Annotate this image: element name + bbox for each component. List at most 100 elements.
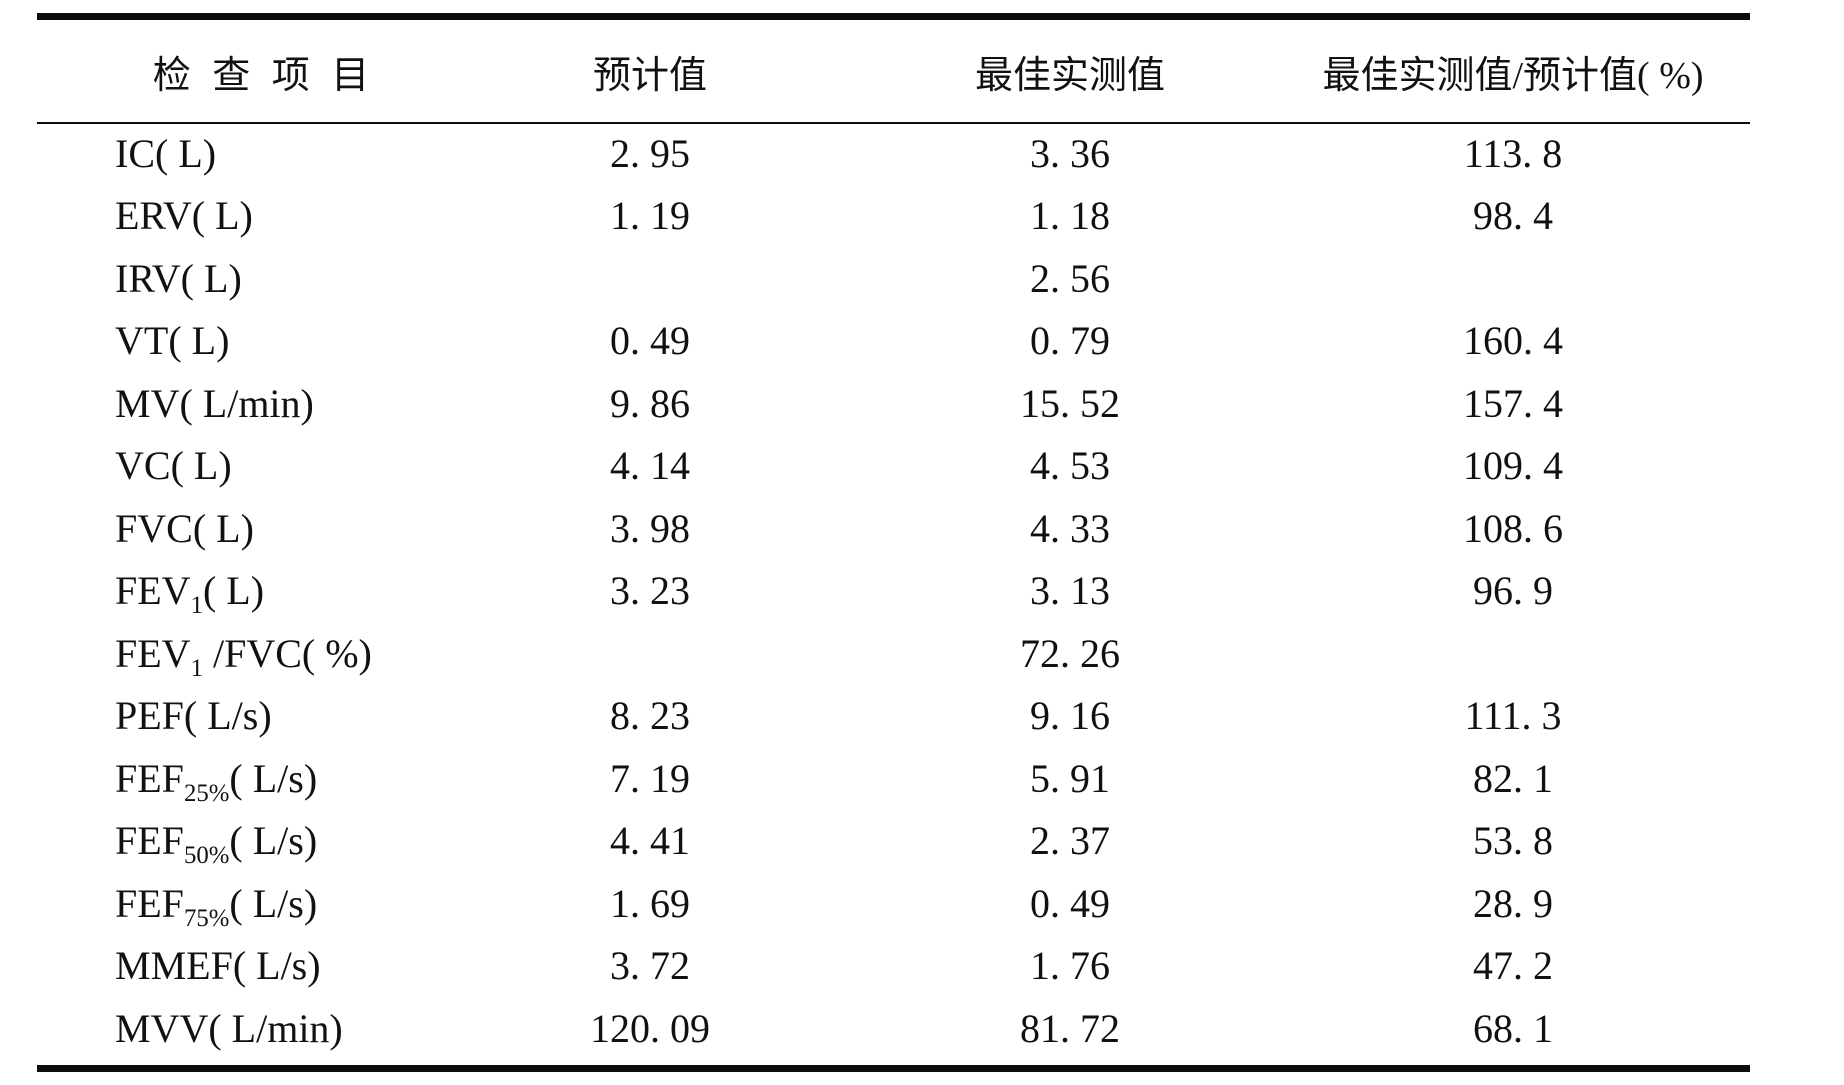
table-cell-predicted: 2. 95 — [610, 130, 690, 176]
table-cell-predicted: 3. 23 — [610, 568, 690, 614]
item-text: /FVC( %) — [202, 630, 372, 676]
table-cell-predicted: 3. 72 — [610, 943, 690, 989]
table-row: MMEF( L/s) 3. 72 1. 76 47. 2 — [37, 935, 1750, 998]
table-cell-measured: 4. 33 — [1030, 505, 1110, 551]
table-cell-measured: 2. 56 — [1030, 255, 1110, 301]
table-cell-measured: 4. 53 — [1030, 443, 1110, 489]
table-cell-ratio: 53. 8 — [1473, 818, 1553, 864]
table-row: MV( L/min) 9. 86 15. 52 157. 4 — [37, 372, 1750, 435]
pulmonary-function-table: 检 查 项 目 预计值 最佳实测值 最佳实测值/预计值( %) IC( L) 2.… — [37, 20, 1750, 1060]
item-text: IC( L) — [115, 130, 217, 176]
column-header-ratio: 最佳实测值/预计值( %) — [1322, 54, 1704, 97]
table-row: PEF( L/s) 8. 23 9. 16 111. 3 — [37, 685, 1750, 748]
table-cell-predicted: 1. 69 — [610, 880, 690, 926]
table-cell-measured: 1. 76 — [1030, 943, 1110, 989]
table-cell-measured: 0. 79 — [1030, 318, 1110, 364]
item-text: PEF( L/s) — [115, 693, 272, 739]
item-subscript: 1 — [190, 654, 203, 682]
table-cell-item: FEV1( L) — [37, 567, 457, 618]
table-cell-item: MV( L/min) — [37, 380, 457, 427]
table-cell-predicted: 9. 86 — [610, 380, 690, 426]
table-cell-item: MMEF( L/s) — [37, 942, 457, 989]
table-row: MVV( L/min) 120. 09 81. 72 68. 1 — [37, 997, 1750, 1060]
item-text: IRV( L) — [115, 255, 242, 301]
item-text: ( L/s) — [229, 755, 318, 801]
table-cell-item: VT( L) — [37, 317, 457, 364]
table-cell-measured: 3. 36 — [1030, 130, 1110, 176]
item-subscript: 50% — [183, 842, 230, 870]
item-text: FEF — [115, 880, 184, 926]
item-subscript: 1 — [190, 592, 203, 620]
item-text: ERV( L) — [115, 193, 253, 239]
table-cell-predicted: 4. 14 — [610, 443, 690, 489]
item-subscript: 25% — [183, 779, 230, 807]
table-cell-measured: 3. 13 — [1030, 568, 1110, 614]
table-cell-predicted: 4. 41 — [610, 818, 690, 864]
table-cell-ratio: 98. 4 — [1473, 193, 1553, 239]
table-cell-measured: 9. 16 — [1030, 693, 1110, 739]
table-cell-measured: 1. 18 — [1030, 193, 1110, 239]
table-cell-item: FEV1 /FVC( %) — [37, 630, 457, 681]
table-row: FEF25%( L/s) 7. 19 5. 91 82. 1 — [37, 747, 1750, 810]
table-cell-item: PEF( L/s) — [37, 692, 457, 739]
item-text: FEV — [115, 630, 191, 676]
table-row: FEF75%( L/s) 1. 69 0. 49 28. 9 — [37, 872, 1750, 935]
table-cell-predicted: 7. 19 — [610, 755, 690, 801]
table-row: FEV1 /FVC( %) 72. 26 — [37, 622, 1750, 685]
table-row: VT( L) 0. 49 0. 79 160. 4 — [37, 310, 1750, 373]
table-cell-measured: 5. 91 — [1030, 755, 1110, 801]
item-text: ( L/s) — [229, 880, 318, 926]
table-row: ERV( L) 1. 19 1. 18 98. 4 — [37, 185, 1750, 248]
item-text: VT( L) — [115, 318, 230, 364]
table-cell-item: FEF25%( L/s) — [37, 755, 457, 806]
table-cell-ratio: 109. 4 — [1463, 443, 1563, 489]
table-cell-item: VC( L) — [37, 442, 457, 489]
table-row: IRV( L) 2. 56 — [37, 247, 1750, 310]
table-row: VC( L) 4. 14 4. 53 109. 4 — [37, 435, 1750, 498]
column-header-measured: 最佳实测值 — [974, 54, 1165, 97]
table-cell-measured: 72. 26 — [1020, 630, 1120, 676]
table-cell-ratio: 113. 8 — [1463, 130, 1563, 176]
table-cell-predicted: 1. 19 — [610, 193, 690, 239]
table-cell-ratio: 111. 3 — [1464, 693, 1562, 739]
table-row: FVC( L) 3. 98 4. 33 108. 6 — [37, 497, 1750, 560]
table-cell-item: IRV( L) — [37, 255, 457, 302]
table-cell-ratio: 82. 1 — [1473, 755, 1553, 801]
table-cell-ratio: 160. 4 — [1463, 318, 1563, 364]
table-cell-item: MVV( L/min) — [37, 1005, 457, 1052]
item-text: FEF — [115, 818, 184, 864]
table-cell-item: ERV( L) — [37, 192, 457, 239]
column-header-item: 检 查 项 目 — [152, 54, 376, 97]
table-cell-measured: 15. 52 — [1020, 380, 1120, 426]
table-cell-ratio: 108. 6 — [1463, 505, 1563, 551]
table-cell-predicted: 8. 23 — [610, 693, 690, 739]
table-cell-measured: 2. 37 — [1030, 818, 1110, 864]
table-cell-predicted: 0. 49 — [610, 318, 690, 364]
table-top-rule — [37, 13, 1750, 20]
table-header-rule — [37, 122, 1750, 124]
item-text: MMEF( L/s) — [115, 943, 321, 989]
table-cell-ratio: 157. 4 — [1463, 380, 1563, 426]
table-cell-ratio: 68. 1 — [1473, 1005, 1553, 1051]
table-cell-predicted: 3. 98 — [610, 505, 690, 551]
table-row: IC( L) 2. 95 3. 36 113. 8 — [37, 122, 1750, 185]
table-header-row: 检 查 项 目 预计值 最佳实测值 最佳实测值/预计值( %) — [37, 20, 1750, 122]
item-text: MVV( L/min) — [115, 1005, 343, 1051]
table-row: FEF50%( L/s) 4. 41 2. 37 53. 8 — [37, 810, 1750, 873]
table-row: FEV1( L) 3. 23 3. 13 96. 9 — [37, 560, 1750, 623]
table-cell-item: FEF75%( L/s) — [37, 880, 457, 931]
item-text: ( L/s) — [229, 818, 318, 864]
table-cell-item: IC( L) — [37, 130, 457, 177]
table-cell-item: FEF50%( L/s) — [37, 817, 457, 868]
item-text: VC( L) — [115, 443, 232, 489]
item-text: FVC( L) — [115, 505, 254, 551]
item-text: ( L) — [202, 568, 265, 614]
table-cell-measured: 0. 49 — [1030, 880, 1110, 926]
table-cell-ratio: 96. 9 — [1473, 568, 1553, 614]
table-cell-item: FVC( L) — [37, 505, 457, 552]
table-cell-measured: 81. 72 — [1020, 1005, 1120, 1051]
table-cell-ratio: 28. 9 — [1473, 880, 1553, 926]
table-cell-ratio: 47. 2 — [1473, 943, 1553, 989]
table-body: IC( L) 2. 95 3. 36 113. 8 ERV( L) 1. 19 1. 18 9… — [37, 122, 1750, 1060]
